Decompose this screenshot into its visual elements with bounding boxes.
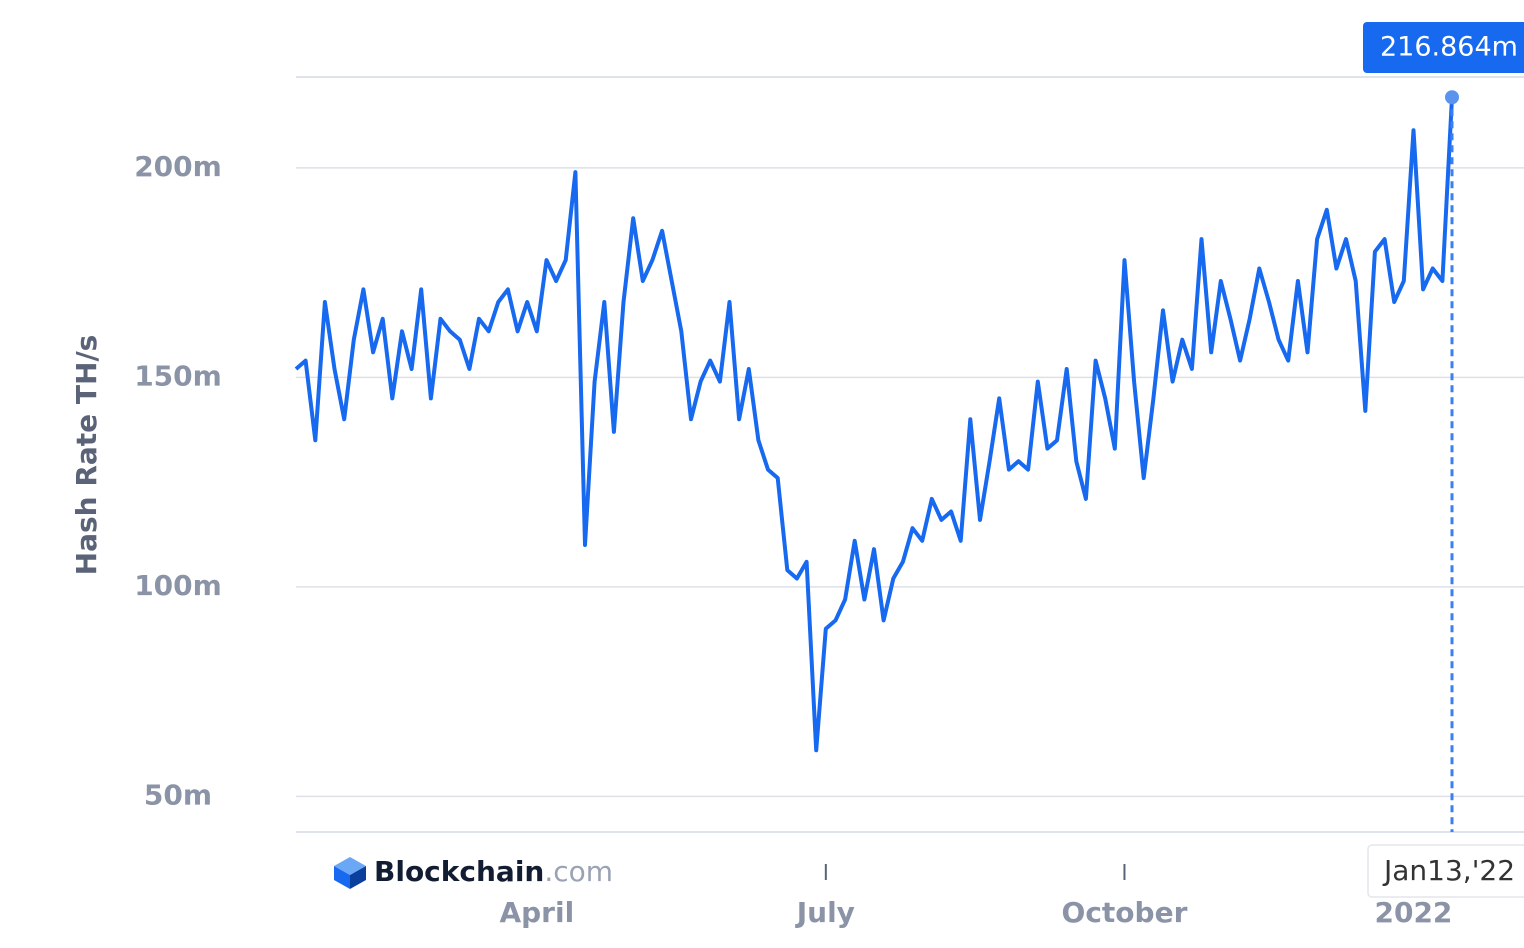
- brand-logo: Blockchain.com: [330, 850, 613, 892]
- logo-icon: [350, 866, 366, 889]
- y-tick-label: 150m: [134, 359, 222, 392]
- logo-icon: [334, 866, 350, 889]
- x-tick-label: April: [499, 896, 574, 929]
- x-tick-label: 2022: [1374, 896, 1452, 929]
- data-line: [294, 97, 1454, 753]
- date-box: [1367, 844, 1524, 898]
- y-axis-title: Hash Rate TH/s: [70, 335, 103, 576]
- tooltip-date: Jan13,'22: [1382, 854, 1515, 887]
- brand-name: Blockchain.com: [374, 855, 613, 888]
- y-tick-label: 200m: [134, 150, 222, 183]
- tooltip-value: 216.864m: [1380, 32, 1518, 63]
- logo-bg: [330, 850, 605, 892]
- y-tick-label: 100m: [134, 569, 222, 602]
- brand-main: Blockchain: [374, 855, 544, 888]
- x-tick-label: October: [1062, 896, 1188, 929]
- brand-suffix: .com: [544, 855, 613, 888]
- x-tick-label: July: [795, 896, 855, 929]
- y-tick-label: 50m: [144, 778, 212, 811]
- hover-dot: [1445, 90, 1459, 105]
- tooltip-box: [1363, 22, 1524, 73]
